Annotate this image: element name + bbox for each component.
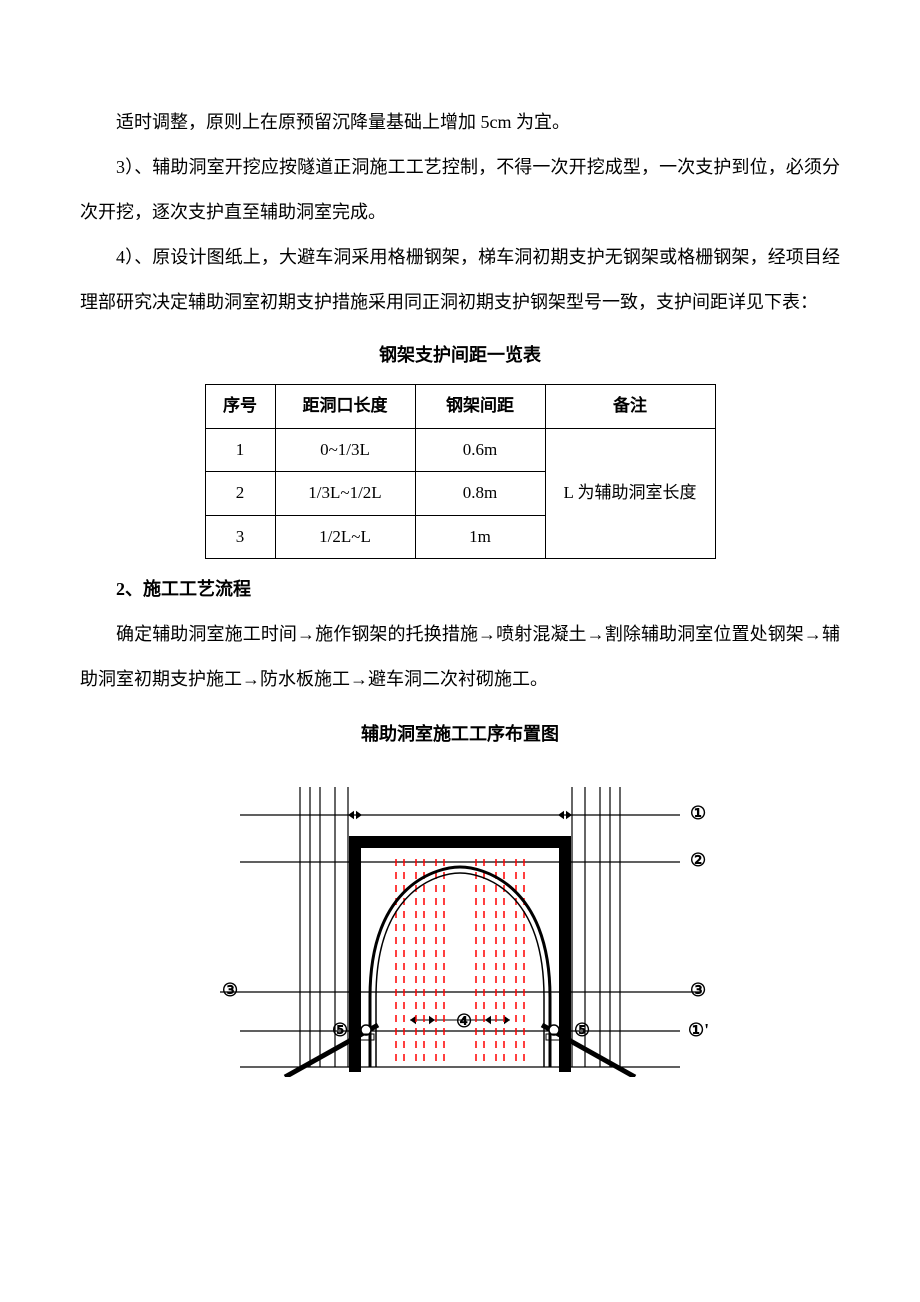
th-spacing: 钢架间距 <box>415 385 545 429</box>
cell-dist: 1/2L~L <box>275 515 415 559</box>
para-item-4: 4）、原设计图纸上，大避车洞采用格栅钢架，梯车洞初期支护无钢架或格栅钢架，经项目… <box>80 235 840 325</box>
svg-text:③: ③ <box>222 980 238 1000</box>
construction-diagram: ① ② ③ ③ ④ ⑤ ⑤ ①' <box>180 767 740 1077</box>
cell-seq: 1 <box>205 428 275 472</box>
th-distance: 距洞口长度 <box>275 385 415 429</box>
cell-dist: 0~1/3L <box>275 428 415 472</box>
table-header-row: 序号 距洞口长度 钢架间距 备注 <box>205 385 715 429</box>
cell-spacing: 0.6m <box>415 428 545 472</box>
heading-process: 2、施工工艺流程 <box>80 567 840 612</box>
para-item-3: 3）、辅助洞室开挖应按隧道正洞施工工艺控制，不得一次开挖成型，一次支护到位，必须… <box>80 145 840 235</box>
para-adjust: 适时调整，原则上在原预留沉降量基础上增加 5cm 为宜。 <box>80 100 840 145</box>
cell-seq: 3 <box>205 515 275 559</box>
cell-note: L 为辅助洞室长度 <box>545 428 715 559</box>
para-process-flow: 确定辅助洞室施工时间→施作钢架的托换措施→喷射混凝土→割除辅助洞室位置处钢架→辅… <box>80 612 840 702</box>
svg-text:①: ① <box>690 803 706 823</box>
svg-text:②: ② <box>690 850 706 870</box>
table-title: 钢架支护间距一览表 <box>80 333 840 378</box>
th-note: 备注 <box>545 385 715 429</box>
figure-title: 辅助洞室施工工序布置图 <box>80 712 840 757</box>
cell-dist: 1/3L~1/2L <box>275 472 415 516</box>
cell-spacing: 0.8m <box>415 472 545 516</box>
table-row: 1 0~1/3L 0.6m L 为辅助洞室长度 <box>205 428 715 472</box>
figure-container: ① ② ③ ③ ④ ⑤ ⑤ ①' <box>80 767 840 1094</box>
th-seq: 序号 <box>205 385 275 429</box>
cell-spacing: 1m <box>415 515 545 559</box>
spacing-table: 序号 距洞口长度 钢架间距 备注 1 0~1/3L 0.6m L 为辅助洞室长度… <box>205 384 716 559</box>
svg-text:⑤: ⑤ <box>574 1020 590 1040</box>
svg-text:④: ④ <box>456 1011 472 1031</box>
svg-text:①': ①' <box>688 1020 709 1040</box>
svg-text:③: ③ <box>690 980 706 1000</box>
svg-text:⑤: ⑤ <box>332 1020 348 1040</box>
cell-seq: 2 <box>205 472 275 516</box>
